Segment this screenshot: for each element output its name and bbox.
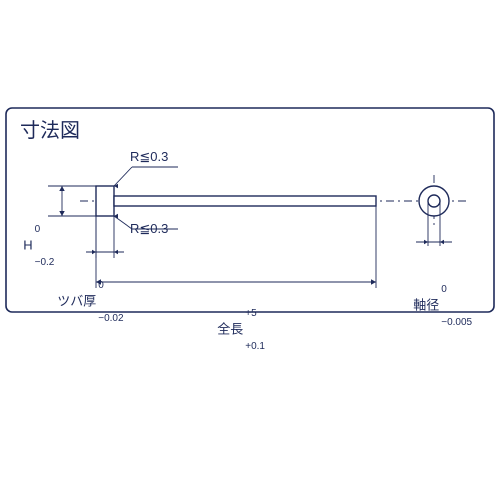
overall-length-label: 全長 +5 +0.1 xyxy=(210,272,265,374)
overall-base: 全長 xyxy=(217,322,243,337)
overall-tolerance: +5 +0.1 xyxy=(245,286,265,374)
height-dim-label: H 0 −0.2 xyxy=(16,188,54,290)
shaft-tolerance: 0 −0.005 xyxy=(441,262,472,350)
shaft-dia-label: 軸径 0 −0.005 xyxy=(406,248,472,350)
corner-radius-upper-label: R≦0.3 xyxy=(130,150,168,164)
shaft-base: 軸径 xyxy=(413,298,439,313)
figure-title: 寸法図 xyxy=(20,120,80,142)
corner-radius-lower-label: R≦0.3 xyxy=(130,222,168,236)
flange-tolerance: 0 −0.02 xyxy=(98,258,123,346)
flange-thickness-label: ツバ厚 0 −0.02 xyxy=(50,244,124,346)
height-base: H xyxy=(23,238,32,253)
flange-base: ツバ厚 xyxy=(57,294,96,309)
